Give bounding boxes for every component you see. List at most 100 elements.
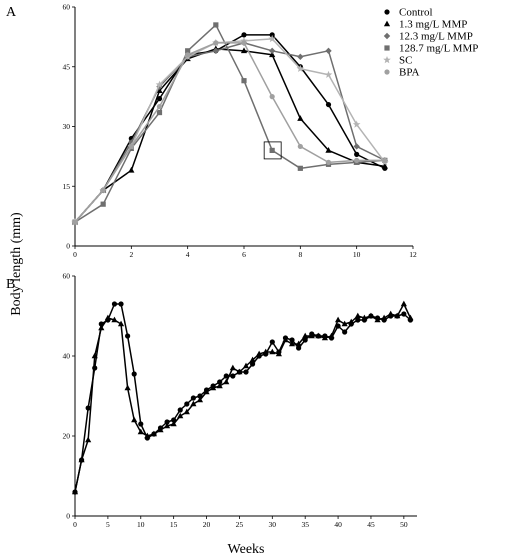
panel-b-series-series-2-point [407,314,414,321]
panel-b-series-series-2-point [236,368,243,375]
panel-a-series-control [72,32,388,225]
panel-b-series-series-2-point [163,422,171,429]
panel-a-series-control-point [241,32,247,38]
panel-a-highlight-box [263,141,282,160]
legend-label: Control [399,7,433,19]
legend-marker-bpa [384,69,390,75]
legend-label: SC [399,55,412,67]
panel-b-series-series-1-point [184,401,190,407]
panel-b-series-series-2-point [223,378,230,385]
legend-label: 128.7 mg/L MMP [399,43,478,55]
panel-b-series-series-2-point [348,318,355,325]
panel-a-series-bpa-point [269,94,275,100]
panel-a-series-sc [71,34,389,226]
panel-b-letter: B [6,277,15,292]
panel-b-series-series-2-point [124,384,131,391]
legend-item-bpa: BPA [384,67,419,79]
panel-a-series-1-3-mg-l-mmp-point [240,47,248,54]
panel-a-series-128-7-mg-l-mmp-point [297,165,303,171]
panel-b-series-series-1-point [118,301,124,307]
panel-a-y-tick-label: 45 [63,62,71,71]
panel-a-series-bpa-point [325,159,332,165]
panel-a-series-128-7-mg-l-mmp-point [100,201,106,207]
panel-b-x-tick-label: 25 [236,520,244,529]
panel-a-x-tick-label: 4 [186,250,190,259]
panel-a-series-12-3-mg-l-mmp-point [353,143,360,150]
legend-marker-12-3-mg-l-mmp [383,32,391,40]
panel-b-series-series-1-point [190,395,196,401]
panel-a-series-bpa-point [72,219,78,225]
legend-label: 1.3 mg/L MMP [399,19,467,31]
panel-b-series-series-2-point [354,312,361,319]
panel-b-series-series-2-point [262,348,269,355]
panel-a-series-128-7-mg-l-mmp-point [241,78,247,84]
panel-b-series-series-2-point [71,488,79,495]
panel-b-series-series-1-point [138,421,144,427]
panel-a-series-bpa-point [156,103,163,110]
panel-b-series-series-1-point [223,373,229,379]
panel-b-y-tick-label: 60 [63,272,71,281]
panel-b-series-series-2 [71,300,414,495]
panel-b-series-series-2-point [387,310,394,317]
panel-b-series-series-1 [72,301,414,495]
panel-b-series-series-2-point [78,456,85,463]
panel-a-series-bpa-point [213,40,219,46]
panel-b-series-series-1-point [85,405,91,411]
panel-a-series-bpa-line [74,42,385,223]
panel-a-series-control-line [74,34,386,223]
panel-b-series-series-2-point [170,420,177,427]
panel-a-series-bpa [72,40,388,225]
panel-a-y-tick-label: 60 [63,3,71,12]
panel-a-series-12-3-mg-l-mmp-point [325,47,332,55]
panel-b-series-series-2-point [210,384,217,391]
panel-b-x-tick-label: 35 [301,520,309,529]
panel-a-x-tick-label: 6 [242,250,246,259]
panel-b-series-series-1-point [243,369,249,375]
panel-b-series-series-2-point [131,416,138,423]
panel-a-series-1-3-mg-l-mmp-point [325,147,332,153]
panel-b-x-tick-label: 15 [170,520,178,529]
panel-a-series-bpa-point [241,40,247,46]
legend-item-control: Control [384,7,433,19]
panel-b-series-series-2-point [394,312,401,319]
panel-b-series-series-2-point [367,312,375,319]
panel-a-series-bpa-point [185,52,191,58]
panel-b-series-series-1-point [131,371,137,377]
panel-a-series-128-7-mg-l-mmp [72,22,388,225]
panel-a-series-bpa-point [297,143,303,150]
panel-a-series-1-3-mg-l-mmp-point [269,51,276,58]
panel-b-series-series-2-point [144,432,151,439]
panel-a-x-tick-label: 2 [129,250,133,259]
panel-a-series-12-3-mg-l-mmp-point [156,83,163,90]
panel-a-series-control-point [354,151,360,157]
legend-marker-128-7-mg-l-mmp [384,45,390,51]
panel-b-series-series-2-point [150,430,158,437]
panel-b-x-tick-label: 40 [334,520,342,529]
panel-a-series-1-3-mg-l-mmp-point [156,87,163,93]
panel-a-letter: A [6,5,17,20]
legend-item-sc: SC [383,55,412,67]
panel-a-series-12-3-mg-l-mmp [71,39,389,226]
panel-b-series-series-2-point [117,320,125,327]
panel-a-series-128-7-mg-l-mmp-point [213,22,219,28]
panel-b-series-series-1-point [217,379,223,385]
panel-a-series-12-3-mg-l-mmp-point [297,53,304,60]
panel-b-series-series-2-point [216,382,223,389]
panel-a-series-sc-point [296,64,305,72]
panel-b-series-series-2-point [341,320,348,327]
panel-b-series-series-2-point [295,340,302,347]
panel-b-series-series-1-point [111,301,118,307]
panel-a-y-tick-label: 0 [66,242,70,251]
x-axis-title: Weeks [228,542,265,557]
panel-b-series-series-2-point [288,340,296,347]
panel-a-series-12-3-mg-l-mmp-line [74,42,386,223]
legend-marker-1-3-mg-l-mmp [383,20,391,27]
panel-b-series-series-2-point [190,400,197,407]
panel-b-series-series-2-point [400,300,407,307]
panel-a-series-128-7-mg-l-mmp-line [74,24,385,223]
legend-item-12-3-mg-l-mmp: 12.3 mg/L MMP [383,31,473,43]
panel-b-series-series-1-point [177,407,183,413]
panel-a-series-bpa-point [354,157,360,163]
panel-a-series-sc-line [74,38,386,223]
